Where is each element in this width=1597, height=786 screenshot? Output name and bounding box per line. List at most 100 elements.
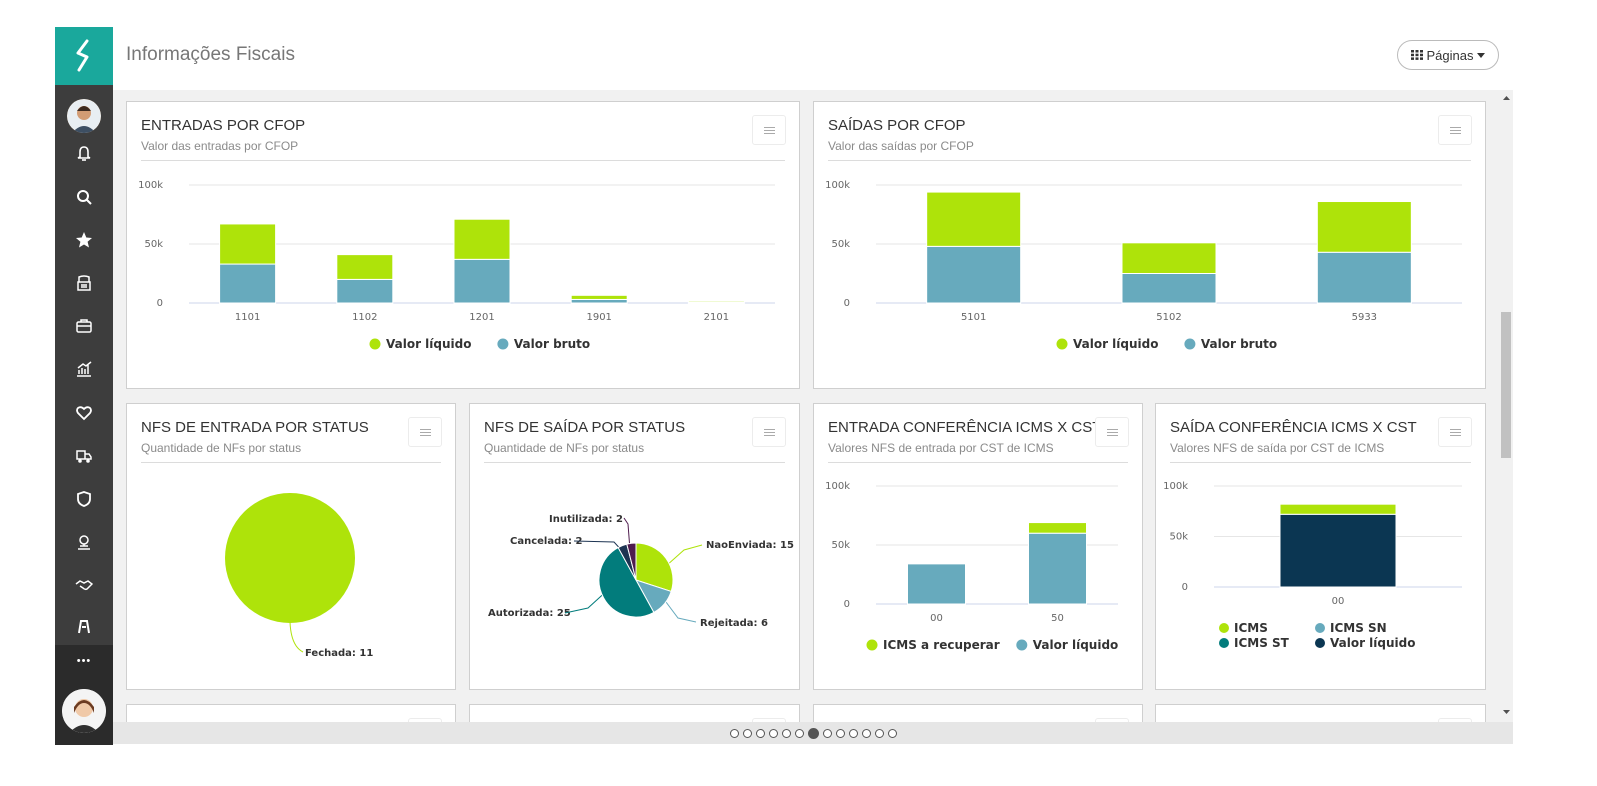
bar-1901-valor-bruto[interactable] [570, 298, 628, 304]
card-subtitle: Valor das saídas por CFOP [828, 139, 974, 153]
chart-menu-button[interactable] [408, 417, 442, 447]
sidebar-item-printer[interactable] [55, 268, 113, 298]
card-entradas-cfop: ENTRADAS POR CFOP Valor das entradas por… [126, 101, 800, 389]
pager-dot[interactable] [874, 728, 884, 738]
chart-menu-button[interactable] [1438, 115, 1472, 145]
legend-marker [1315, 638, 1325, 648]
printer-icon [77, 275, 91, 291]
vertical-scrollbar[interactable] [1500, 90, 1513, 722]
legend-label[interactable]: Valor bruto [514, 337, 590, 351]
bar-00-valor-líquido[interactable] [907, 563, 966, 605]
chart-icon [77, 361, 92, 377]
sidebar-item-briefcase[interactable] [55, 311, 113, 341]
bar-00-icms[interactable] [1279, 503, 1397, 515]
handshake-icon [75, 580, 93, 591]
pager-dot[interactable] [807, 727, 819, 739]
menu-icon [763, 431, 775, 433]
sidebar-item-search[interactable] [55, 182, 113, 212]
card-title: NFS DE ENTRADA POR STATUS [141, 419, 369, 436]
legend-marker [1016, 639, 1028, 651]
legend-label[interactable]: Valor líquido [386, 337, 472, 351]
bar-5102-valor-líquido[interactable] [1121, 242, 1217, 274]
legend-label[interactable]: ICMS ST [1234, 636, 1290, 650]
bar-2101-valor-líquido[interactable] [687, 300, 745, 303]
bar-1102-valor-líquido[interactable] [336, 254, 394, 280]
pie-slice-autorizada[interactable] [598, 546, 655, 618]
card-partial-4 [1155, 704, 1486, 722]
pager-dot[interactable] [781, 728, 791, 738]
pager-dot[interactable] [835, 728, 845, 738]
chart-menu-button[interactable] [408, 718, 442, 722]
pager-dot[interactable] [861, 728, 871, 738]
sidebar-item-shield[interactable] [55, 484, 113, 514]
bar-1901-valor-líquido[interactable] [570, 294, 628, 300]
bar-5101-valor-bruto[interactable] [926, 245, 1022, 304]
sidebar-item-star[interactable] [55, 225, 113, 255]
bar-1201-valor-líquido[interactable] [453, 218, 511, 260]
legend-label[interactable]: Valor líquido [1073, 337, 1159, 351]
pie-label-inutilizada: Inutilizada: 2 [549, 514, 623, 525]
pager-dot[interactable] [822, 728, 832, 738]
pager-dot[interactable] [887, 728, 897, 738]
menu-icon [1106, 431, 1118, 433]
legend-label[interactable]: ICMS SN [1330, 621, 1387, 635]
sidebar-item-bank[interactable] [55, 611, 113, 641]
scroll-down-arrow-icon[interactable] [1500, 708, 1513, 716]
chart-menu-button[interactable] [752, 718, 786, 722]
sidebar-item-bell[interactable] [55, 138, 113, 168]
sidebar-item-gears[interactable] [55, 527, 113, 557]
pager-dot[interactable] [848, 728, 858, 738]
chart-menu-button[interactable] [1095, 718, 1129, 722]
more-button[interactable]: ••• [76, 655, 92, 667]
pie-chart-saida: NaoEnviada: 15 Rejeitada: 6 Autorizada: … [488, 514, 794, 629]
chart-menu-button[interactable] [752, 417, 786, 447]
pager-dot[interactable] [742, 728, 752, 738]
pager-dot[interactable] [729, 728, 739, 738]
pager-dot[interactable] [755, 728, 765, 738]
legend-label[interactable]: Valor bruto [1201, 337, 1277, 351]
legend-label[interactable]: ICMS [1234, 621, 1268, 635]
truck-icon [76, 450, 92, 463]
bar-1201-valor-bruto[interactable] [453, 258, 511, 304]
sidebar-item-truck[interactable] [55, 441, 113, 471]
dashboard-area: ENTRADAS POR CFOP Valor das entradas por… [113, 90, 1513, 722]
menu-icon [1449, 431, 1461, 433]
bar-1101-valor-bruto[interactable] [219, 263, 277, 304]
pie-slice-inutilizada[interactable] [626, 542, 637, 581]
bar-5933-valor-líquido[interactable] [1316, 201, 1412, 253]
chart-menu-button[interactable] [752, 115, 786, 145]
sidebar-item-heart[interactable] [55, 398, 113, 428]
bar-5933-valor-bruto[interactable] [1316, 251, 1412, 304]
y-tick-label: 100k [825, 180, 850, 191]
sidebar-item-handshake[interactable] [55, 570, 113, 600]
card-title: SAÍDA CONFERÊNCIA ICMS X CST [1170, 419, 1417, 436]
chart-menu-button[interactable] [1438, 417, 1472, 447]
x-tick-label: 00 [930, 613, 943, 624]
scroll-up-arrow-icon[interactable] [1500, 94, 1513, 102]
bar-5102-valor-bruto[interactable] [1121, 273, 1217, 304]
pager-dot[interactable] [768, 728, 778, 738]
card-partial-1 [126, 704, 456, 722]
pie-slice-naoenviada[interactable] [635, 542, 674, 593]
app-logo[interactable] [55, 27, 113, 85]
bar-00-valor-líquido[interactable] [1279, 513, 1397, 588]
support-avatar[interactable] [62, 689, 106, 733]
pages-dropdown-button[interactable]: Páginas [1397, 40, 1499, 70]
chart-menu-button[interactable] [1438, 718, 1472, 722]
y-tick-label: 50k [144, 239, 163, 250]
sidebar-item-chart[interactable] [55, 354, 113, 384]
chart-menu-button[interactable] [1095, 417, 1129, 447]
y-tick-label: 100k [825, 481, 850, 492]
bar-50-valor-líquido[interactable] [1028, 532, 1087, 605]
bar-50-icms-a-recuperar[interactable] [1028, 522, 1087, 534]
bar-1102-valor-bruto[interactable] [336, 278, 394, 304]
legend-label[interactable]: Valor líquido [1330, 636, 1416, 650]
scrollbar-thumb[interactable] [1501, 312, 1511, 458]
legend-label[interactable]: ICMS a recuperar [883, 638, 1000, 652]
bar-5101-valor-líquido[interactable] [926, 191, 1022, 247]
user-avatar[interactable] [67, 99, 101, 133]
legend-marker [1219, 638, 1229, 648]
bar-1101-valor-líquido[interactable] [219, 223, 277, 265]
legend-label[interactable]: Valor líquido [1033, 638, 1119, 652]
pager-dot[interactable] [794, 728, 804, 738]
